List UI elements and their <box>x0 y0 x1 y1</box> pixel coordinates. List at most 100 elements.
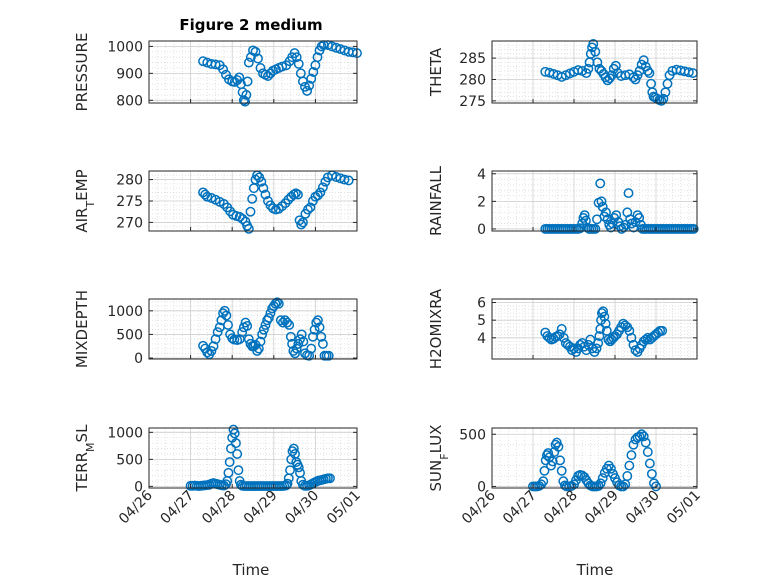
panel-sun-flux-data-point <box>638 431 649 442</box>
panel-mixdepth-data-point <box>306 343 317 354</box>
panel-pressure-data-point <box>250 46 261 57</box>
panel-sun-flux-data-point <box>628 439 639 450</box>
panel-mixdepth-data-point <box>263 312 274 323</box>
panel-sun-flux-data-point <box>605 463 616 474</box>
panel-sun-flux-x-tick-label: 04/29 <box>582 488 622 528</box>
panel-sun-flux-data-point <box>556 465 567 476</box>
panel-h2omixra-data-point <box>558 332 569 343</box>
panel-air-temp-data-point <box>305 202 316 213</box>
panel-sun-flux-data-point <box>597 473 608 484</box>
panel-mixdepth-data-point <box>290 348 300 359</box>
panel-pressure-data-point <box>242 76 253 87</box>
panel-mixdepth-data-point <box>202 347 213 358</box>
panel-terr-msl-x-tick-label: 04/28 <box>199 488 239 528</box>
panel-rainfall-data-point <box>596 196 607 207</box>
panel-rainfall-data-point <box>623 188 634 199</box>
panel-mixdepth-data-point <box>273 298 284 309</box>
panel-h2omixra-y-axis-label: H2OMIXRA <box>427 288 445 369</box>
panel-h2omixra-y-tick-label: 6 <box>477 296 486 312</box>
panel-mixdepth-data-point <box>309 324 320 335</box>
panel-theta-data-point <box>548 68 559 79</box>
panel-pressure-data-point <box>238 95 249 106</box>
panel-pressure-y-axis-label: PRESSURE <box>73 33 91 112</box>
panel-sun-flux-data-point <box>539 465 550 476</box>
panel-sun-flux-data-point <box>593 480 604 491</box>
panel-air-temp-data-point <box>339 174 350 185</box>
panel-mixdepth-data-point <box>314 322 325 333</box>
panel-mixdepth-data-point <box>275 315 286 326</box>
panel-pressure-data-point <box>210 59 221 70</box>
panel-air-temp-data-point <box>302 204 313 215</box>
panel-sun-flux-data-point <box>538 476 549 487</box>
panel-h2omixra-data-point <box>599 311 610 322</box>
panel-mixdepth-data-point <box>316 331 327 342</box>
panel-mixdepth-axes-box <box>148 298 358 360</box>
panel-pressure-data-point <box>306 73 317 84</box>
panel-theta-data-point <box>683 67 694 78</box>
panel-air-temp-data-point <box>202 191 213 202</box>
panel-sun-flux-data-point <box>622 471 633 481</box>
panel-h2omixra-data-point <box>593 338 604 349</box>
panel-mixdepth-data-point <box>212 327 223 338</box>
panel-air-temp-data-point <box>245 206 256 217</box>
panel-h2omixra-data-point <box>598 306 609 317</box>
panel-h2omixra-data-point <box>552 331 563 342</box>
panel-h2omixra-axes-box <box>491 298 698 360</box>
panel-pressure-data-point <box>277 61 288 72</box>
panel-mixdepth-data-point <box>255 336 266 347</box>
panel-h2omixra-y-tick-label: 5 <box>477 313 486 329</box>
panel-mixdepth-data-point <box>242 320 253 331</box>
panel-pressure-data-point <box>240 96 251 107</box>
panel-pressure-background <box>149 41 357 103</box>
panel-rainfall-data-point <box>597 201 608 212</box>
panel-theta-data-point <box>592 57 603 68</box>
panel-rainfall-y-tick-label: 0 <box>477 222 486 238</box>
panel-terr-msl-data-point <box>232 448 243 459</box>
panel-terr-msl-x-tick-label: 05/01 <box>324 488 364 528</box>
panel-air-temp-data-point <box>258 183 269 194</box>
panel-air-temp-y-axis-label: AIRTEMP <box>73 169 97 232</box>
panel-air-temp-data-point <box>343 175 354 186</box>
panel-sun-flux-data-point <box>624 460 635 471</box>
panel-terr-msl-data-point <box>325 473 335 484</box>
panel-mixdepth-y-axis-label: MIXDEPTH <box>73 290 91 368</box>
panel-sun-flux-background <box>492 428 697 488</box>
panel-theta-data-point <box>644 68 655 79</box>
panel-terr-msl-data-point <box>223 467 234 478</box>
panel-air-temp-data-point <box>283 194 294 205</box>
panel-mixdepth-data-point <box>317 338 328 349</box>
panel-sun-flux-data-point <box>636 429 647 440</box>
panel-terr-msl-x-tick-label: 04/29 <box>241 488 281 528</box>
panel-rainfall-data-point <box>580 215 591 226</box>
panel-theta-data-point <box>606 70 617 81</box>
panel-h2omixra-data-point <box>642 332 653 343</box>
panel-air-temp-data-point <box>292 189 303 200</box>
panel-air-temp-data-point <box>243 223 254 234</box>
panel-h2omixra-data-point <box>640 334 651 345</box>
panel-terr-msl-data-point <box>224 457 235 468</box>
panel-pressure-data-point <box>293 58 304 69</box>
panel-air-temp-y-tick-label: 275 <box>116 194 143 210</box>
panel-air-temp-data-point <box>256 176 267 187</box>
panel-pressure-data-point <box>291 52 302 63</box>
panel-sun-flux-data-point <box>553 441 564 452</box>
panel-pressure-data-point <box>308 67 319 77</box>
panel-sun-flux-axes-box <box>491 427 698 489</box>
panel-mixdepth-data-point <box>227 333 238 344</box>
panel-mixdepth-data-point <box>312 315 323 326</box>
panel-mixdepth-data-point <box>252 346 263 356</box>
panel-sun-flux-x-tick-label: 04/28 <box>541 488 581 528</box>
panel-mixdepth-y-tick-label: 500 <box>116 327 143 343</box>
panel-h2omixra-data-point <box>594 331 605 342</box>
panel-pressure-y-tick-label: 1000 <box>107 39 143 55</box>
panel-sun-flux-data-point <box>640 437 651 448</box>
panel-air-temp-data-point <box>260 189 271 200</box>
panel-air-temp-data-point <box>288 189 299 200</box>
panel-sun-flux-y-tick-label: 0 <box>477 479 486 495</box>
panel-theta-y-tick-label: 275 <box>459 94 486 110</box>
panel-rainfall-data-point <box>579 210 590 221</box>
panel-rainfall-data-point <box>618 222 629 233</box>
figure-title: Figure 2 medium <box>179 16 322 34</box>
panel-theta-data-point <box>590 46 601 57</box>
panel-sun-flux-y-tick-label: 500 <box>459 427 486 443</box>
